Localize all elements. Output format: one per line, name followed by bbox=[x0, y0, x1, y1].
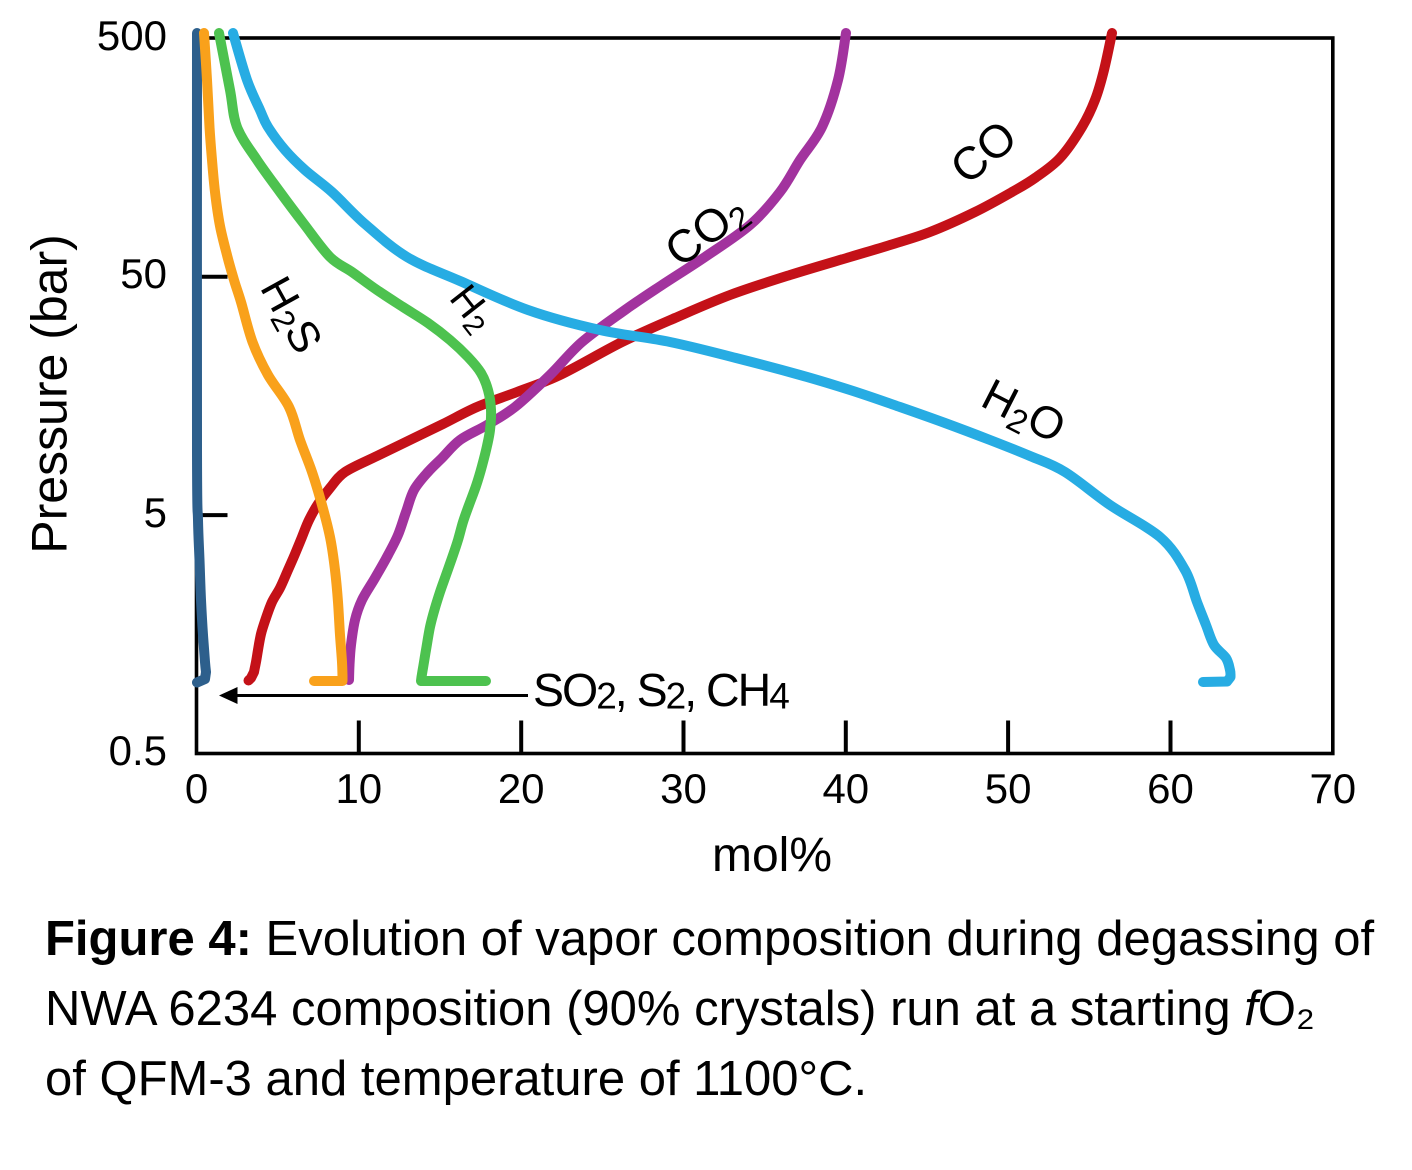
svg-text:70: 70 bbox=[1309, 765, 1356, 812]
svg-text:50: 50 bbox=[985, 765, 1032, 812]
svg-text:mol%: mol% bbox=[712, 829, 832, 882]
svg-text:H2S: H2S bbox=[248, 269, 332, 363]
svg-text:5: 5 bbox=[144, 489, 167, 536]
svg-text:20: 20 bbox=[498, 765, 545, 812]
svg-text:40: 40 bbox=[822, 765, 869, 812]
svg-text:CO: CO bbox=[940, 110, 1026, 194]
svg-text:0: 0 bbox=[185, 765, 208, 812]
svg-text:0.5: 0.5 bbox=[109, 727, 167, 774]
svg-text:CO2: CO2 bbox=[655, 183, 758, 280]
svg-text:60: 60 bbox=[1147, 765, 1194, 812]
svg-text:500: 500 bbox=[97, 12, 167, 59]
svg-text:10: 10 bbox=[335, 765, 382, 812]
svg-text:30: 30 bbox=[660, 765, 707, 812]
svg-text:Pressure (bar): Pressure (bar) bbox=[22, 234, 78, 554]
svg-text:50: 50 bbox=[120, 250, 167, 297]
svg-text:SO2, S2, CH4: SO2, S2, CH4 bbox=[533, 664, 789, 717]
